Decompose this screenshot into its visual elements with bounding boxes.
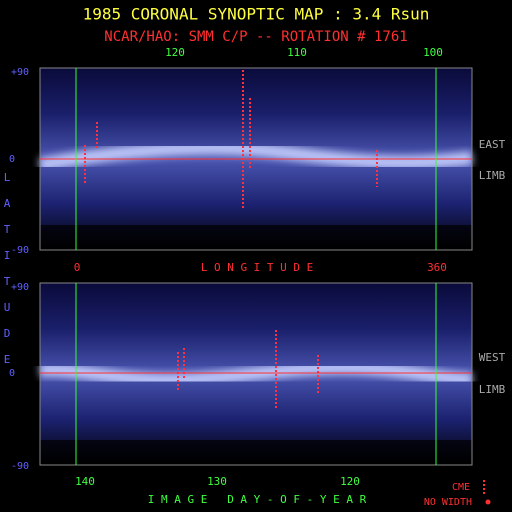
- legend-no-width-mark: [485, 499, 491, 505]
- latitude-letter: T: [4, 223, 11, 236]
- side-label: WEST: [479, 351, 506, 364]
- legend-no-width: NO WIDTH: [424, 497, 472, 508]
- bottom-axis-title: I M A G E D A Y - O F - Y E A R: [148, 493, 367, 506]
- bottom-panel: [39, 282, 473, 466]
- latitude-letter: T: [4, 275, 11, 288]
- lat-label: 0: [9, 368, 15, 379]
- legend-cme: CME: [452, 482, 470, 493]
- subtitle: NCAR/HAO: SMM C/P -- ROTATION # 1761: [104, 29, 407, 45]
- side-label: LIMB: [479, 383, 506, 396]
- latitude-letter: D: [4, 327, 11, 340]
- top-tick-label: 110: [287, 46, 307, 59]
- latitude-letter: I: [4, 249, 11, 262]
- longitude-start: 0: [74, 261, 81, 274]
- lat-label: -90: [11, 461, 29, 472]
- lat-label: -90: [11, 245, 29, 256]
- side-label: LIMB: [479, 169, 506, 182]
- side-label: EAST: [479, 138, 506, 151]
- top-tick-label: 120: [165, 46, 185, 59]
- longitude-end: 360: [427, 261, 447, 274]
- title: 1985 CORONAL SYNOPTIC MAP : 3.4 Rsun: [83, 5, 430, 24]
- latitude-letter: E: [4, 353, 11, 366]
- top-panel: [38, 67, 473, 251]
- latitude-letter: U: [4, 301, 11, 314]
- bottom-tick-label: 140: [75, 475, 95, 488]
- latitude-letter: L: [4, 171, 11, 184]
- bottom-tick-label: 120: [340, 475, 360, 488]
- latitude-letter: A: [4, 197, 11, 210]
- lat-label: 0: [9, 154, 15, 165]
- longitude-title: L O N G I T U D E: [201, 261, 314, 274]
- lat-label: +90: [11, 282, 29, 293]
- top-tick-label: 100: [423, 46, 443, 59]
- bottom-tick-label: 130: [207, 475, 227, 488]
- lat-label: +90: [11, 67, 29, 78]
